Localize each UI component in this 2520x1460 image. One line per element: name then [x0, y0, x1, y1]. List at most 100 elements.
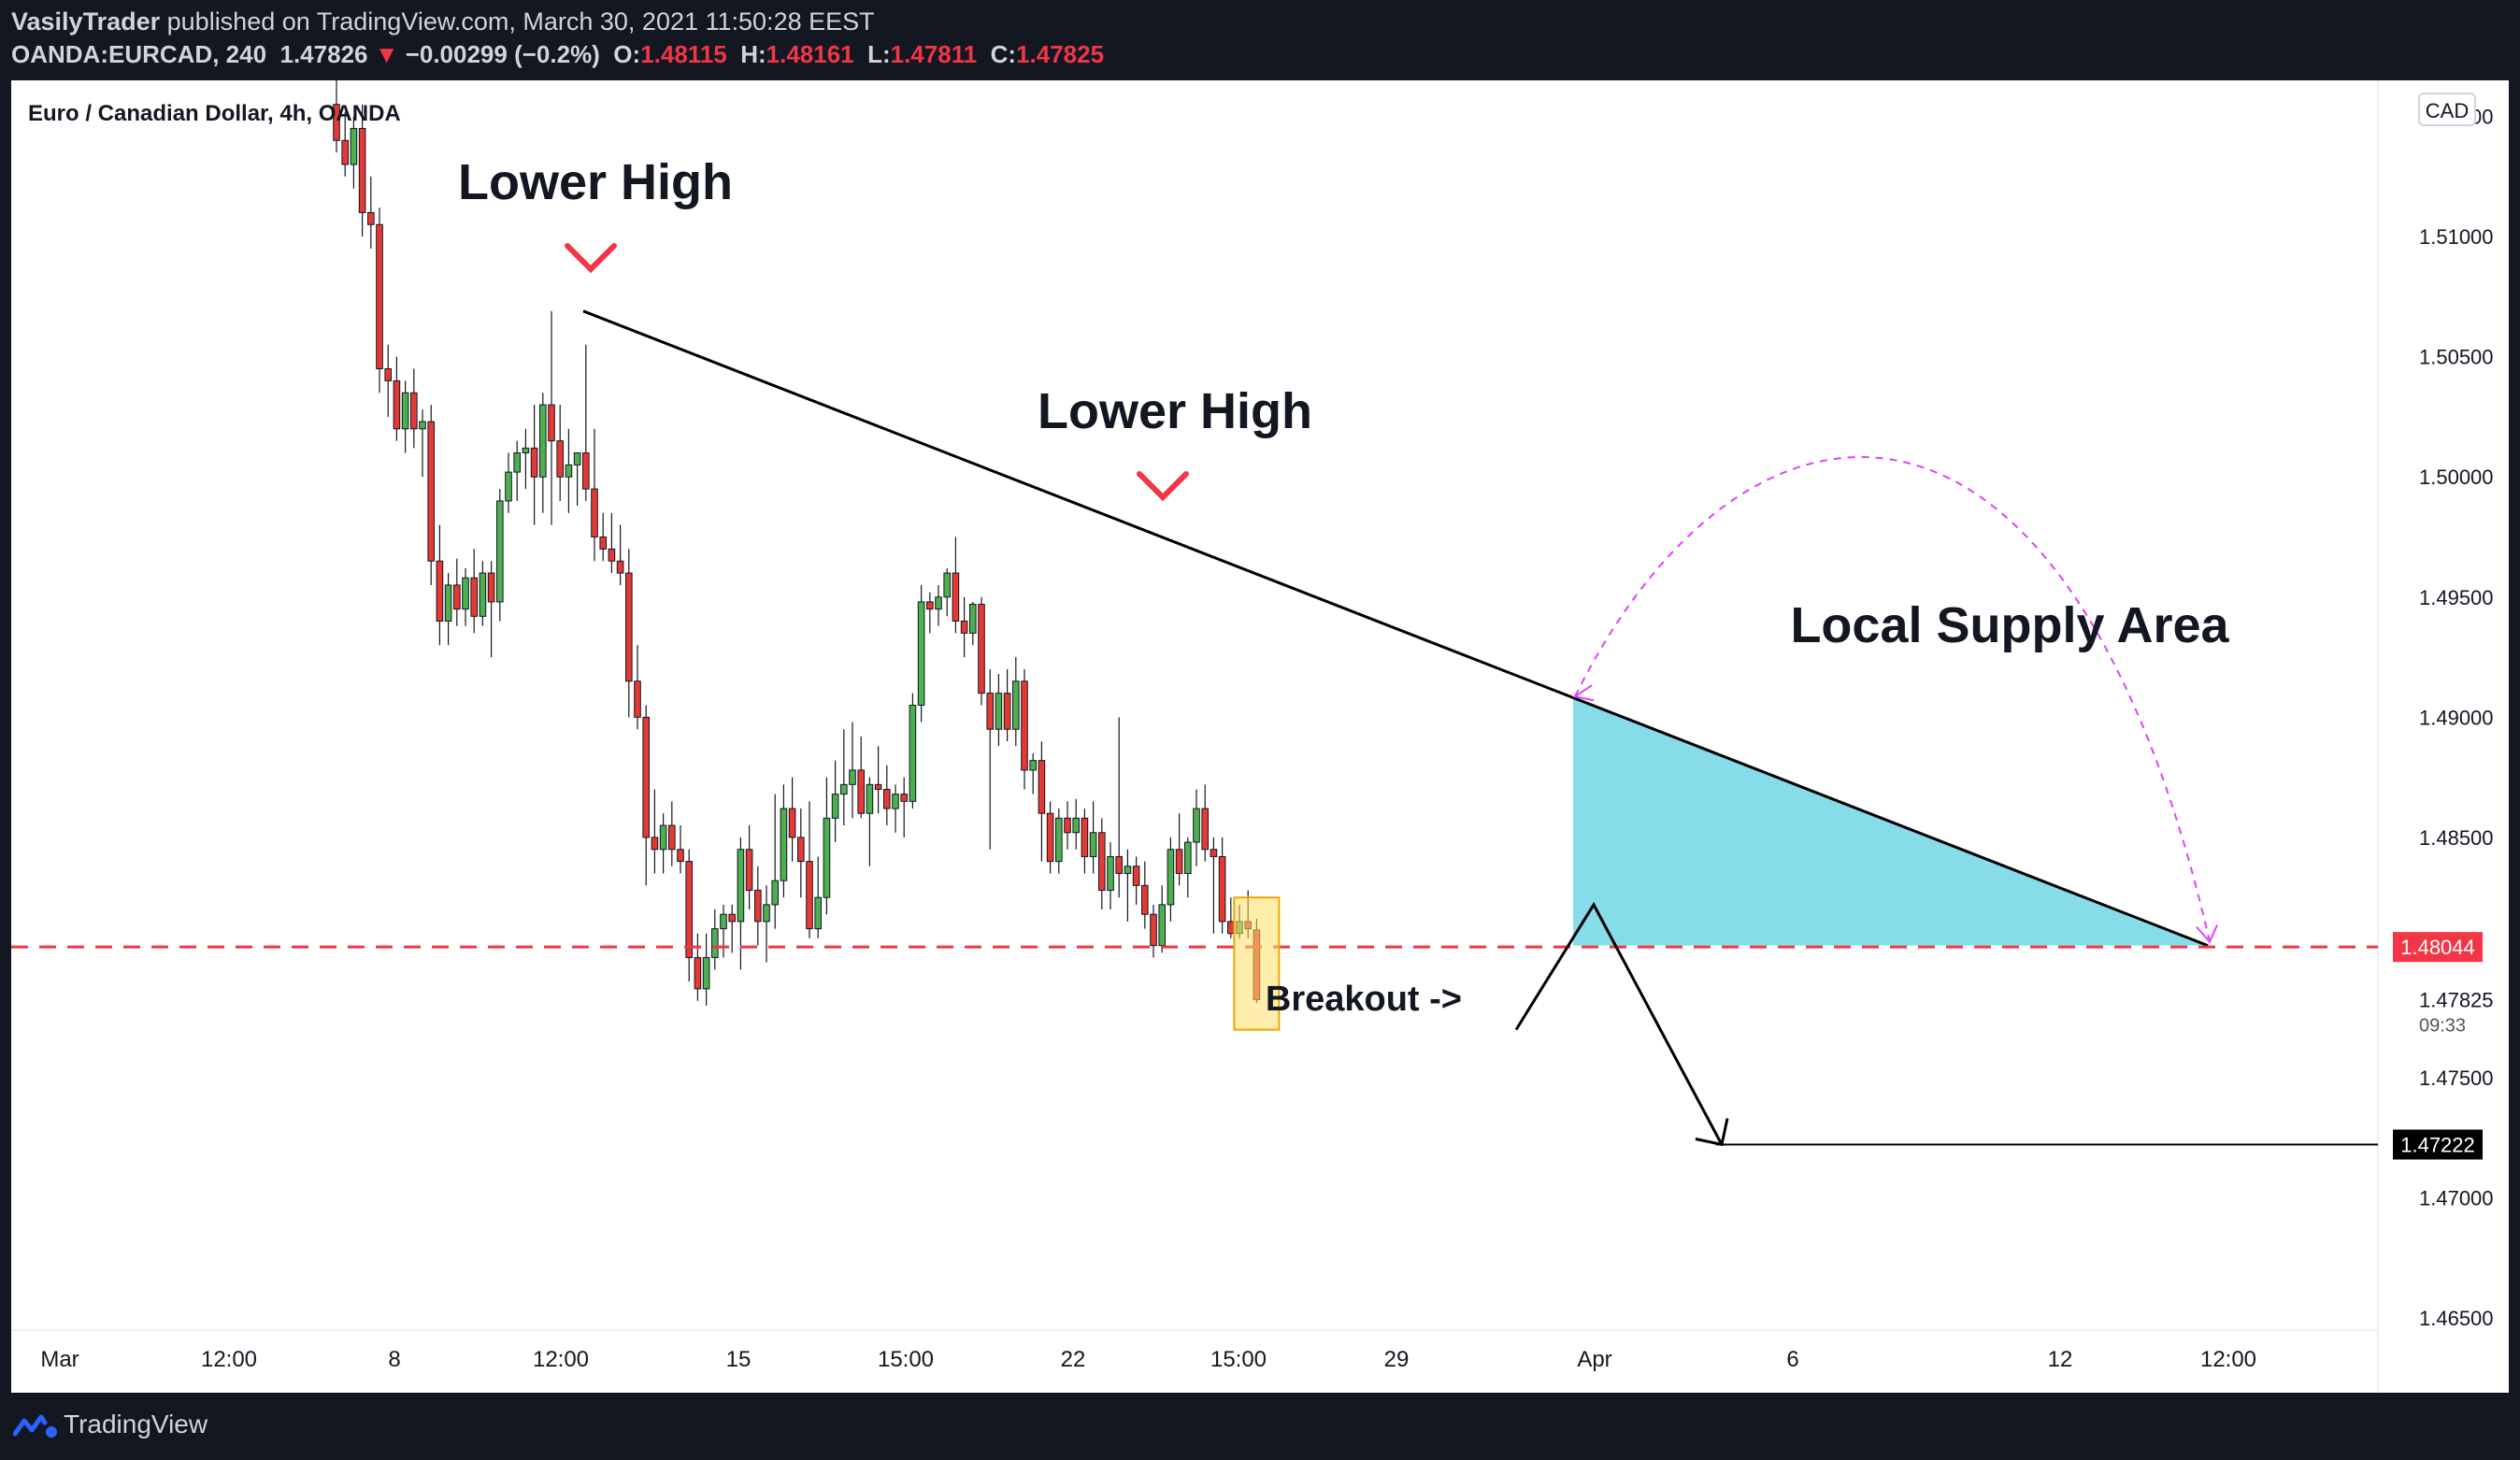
- candle[interactable]: [384, 344, 392, 417]
- candle[interactable]: [892, 784, 899, 833]
- tradingview-logo-icon[interactable]: [13, 1411, 60, 1439]
- descending-trendline[interactable]: [582, 309, 2209, 948]
- candle[interactable]: [840, 729, 848, 826]
- candle[interactable]: [1210, 837, 1218, 934]
- candle[interactable]: [1175, 813, 1183, 886]
- candle[interactable]: [1167, 837, 1175, 922]
- candle[interactable]: [427, 405, 435, 585]
- candle[interactable]: [874, 746, 882, 814]
- candle[interactable]: [470, 549, 478, 634]
- candle[interactable]: [771, 794, 780, 929]
- candle[interactable]: [341, 111, 349, 177]
- candle[interactable]: [909, 693, 917, 809]
- candle[interactable]: [685, 849, 694, 982]
- candle[interactable]: [1029, 752, 1038, 794]
- candle[interactable]: [1107, 842, 1114, 910]
- candle[interactable]: [376, 208, 383, 394]
- candle[interactable]: [745, 825, 753, 910]
- candle[interactable]: [952, 537, 960, 634]
- candle[interactable]: [513, 440, 522, 501]
- candle[interactable]: [728, 904, 737, 953]
- candle[interactable]: [401, 380, 409, 453]
- candle[interactable]: [857, 736, 866, 819]
- candle[interactable]: [797, 809, 805, 898]
- candle[interactable]: [479, 561, 487, 626]
- candle[interactable]: [548, 310, 555, 525]
- candle[interactable]: [1150, 904, 1157, 958]
- candle[interactable]: [496, 489, 504, 622]
- candle[interactable]: [642, 705, 651, 886]
- candle[interactable]: [522, 428, 530, 490]
- candle[interactable]: [1193, 789, 1200, 866]
- candle[interactable]: [539, 393, 547, 513]
- candle[interactable]: [1141, 861, 1149, 929]
- candle[interactable]: [831, 760, 839, 843]
- candle[interactable]: [487, 561, 495, 658]
- candle[interactable]: [358, 104, 366, 237]
- tradingview-brand[interactable]: TradingView: [64, 1410, 208, 1439]
- candle[interactable]: [866, 777, 874, 866]
- candle[interactable]: [823, 777, 831, 915]
- candle[interactable]: [926, 592, 934, 634]
- candle[interactable]: [1184, 837, 1192, 898]
- candle[interactable]: [1218, 837, 1226, 934]
- candle[interactable]: [677, 825, 684, 874]
- candle[interactable]: [410, 368, 418, 449]
- candle[interactable]: [393, 356, 401, 441]
- candle[interactable]: [659, 813, 667, 874]
- candle[interactable]: [556, 405, 565, 501]
- candle[interactable]: [1098, 818, 1106, 910]
- candle[interactable]: [462, 567, 469, 626]
- symbol-name[interactable]: OANDA:EURCAD, 240: [11, 40, 267, 68]
- candle[interactable]: [720, 904, 727, 958]
- candle[interactable]: [849, 722, 856, 819]
- time-axis[interactable]: Mar 12:00 8 12:00 15 15:00 22 15:00 29 Apr 6 12 12:0…: [40, 1347, 2256, 1372]
- candle[interactable]: [505, 452, 512, 513]
- price-chart[interactable]: Euro / Canadian Dollar, 4h, OANDA Lower …: [11, 56, 2509, 1393]
- candle[interactable]: [814, 856, 823, 938]
- candle[interactable]: [960, 596, 968, 658]
- candle[interactable]: [453, 558, 461, 626]
- candle[interactable]: [1201, 784, 1210, 862]
- candle[interactable]: [367, 176, 375, 249]
- candle[interactable]: [969, 601, 977, 646]
- candle[interactable]: [702, 933, 710, 1006]
- candle[interactable]: [1132, 856, 1140, 905]
- candle[interactable]: [634, 645, 641, 730]
- candle[interactable]: [668, 801, 676, 866]
- candle[interactable]: [565, 428, 573, 513]
- candle[interactable]: [582, 344, 590, 501]
- candle[interactable]: [883, 765, 891, 826]
- candle[interactable]: [436, 524, 444, 646]
- candle[interactable]: [444, 573, 452, 646]
- candle[interactable]: [935, 584, 942, 626]
- candle[interactable]: [1124, 849, 1132, 922]
- chart-area[interactable]: Euro / Canadian Dollar, 4h, OANDA Lower …: [11, 56, 2509, 1393]
- candle[interactable]: [1115, 717, 1124, 898]
- candle[interactable]: [780, 784, 788, 898]
- candle[interactable]: [625, 549, 633, 718]
- candle[interactable]: [1012, 657, 1020, 747]
- candle[interactable]: [754, 866, 762, 946]
- candle[interactable]: [763, 885, 770, 963]
- candle[interactable]: [1003, 668, 1011, 742]
- candle[interactable]: [419, 409, 426, 478]
- author-name[interactable]: VasilyTrader: [11, 7, 161, 36]
- candle[interactable]: [608, 512, 616, 574]
- candle[interactable]: [711, 909, 719, 970]
- candle[interactable]: [1046, 801, 1054, 874]
- candle[interactable]: [978, 596, 985, 706]
- candle[interactable]: [995, 674, 1003, 747]
- candle[interactable]: [1158, 885, 1167, 953]
- candle[interactable]: [943, 567, 952, 617]
- candle[interactable]: [573, 452, 581, 507]
- candle[interactable]: [694, 933, 702, 1001]
- candle[interactable]: [1021, 668, 1028, 790]
- candle[interactable]: [986, 668, 995, 850]
- candle[interactable]: [599, 512, 608, 562]
- candle[interactable]: [350, 116, 358, 189]
- currency-badge[interactable]: [2418, 93, 2476, 126]
- candle[interactable]: [806, 801, 813, 938]
- candle[interactable]: [1064, 801, 1071, 850]
- candle[interactable]: [917, 584, 925, 723]
